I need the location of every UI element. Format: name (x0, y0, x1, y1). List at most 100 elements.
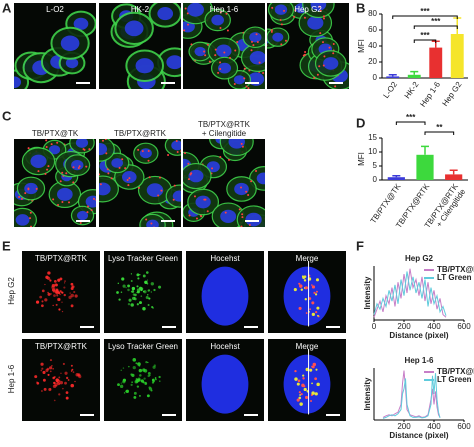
red-signal (229, 57, 231, 59)
significance-label: ** (436, 123, 443, 132)
fluorescent-spot (154, 364, 156, 366)
red-signal (313, 77, 315, 79)
red-signal (243, 77, 245, 79)
x-axis-label: Distance (pixel) (389, 331, 448, 340)
x-tick-label: HK-2 (403, 80, 421, 101)
fluorescent-spot (130, 373, 132, 375)
image-label: + Cilengitide (202, 129, 247, 138)
fluorescent-spot (68, 379, 70, 381)
red-signal (85, 166, 87, 168)
red-signal (61, 201, 63, 203)
red-signal (190, 172, 192, 174)
fluorescent-spot (147, 294, 148, 295)
red-signal (30, 226, 32, 228)
red-signal (351, 88, 353, 90)
red-signal (223, 52, 225, 54)
series-line (374, 269, 446, 318)
fluorescent-spot (50, 371, 52, 373)
x-tick-label: L-O2 (382, 80, 400, 100)
red-signal (95, 199, 97, 201)
fluorescent-spot (53, 294, 56, 297)
colocalized-spot (313, 363, 316, 366)
red-signal (119, 167, 121, 169)
fluorescent-spot (147, 280, 148, 281)
red-signal (45, 139, 47, 141)
red-signal (127, 184, 129, 186)
colocalized-spot (304, 388, 307, 391)
x-tick-label: 400 (427, 422, 441, 431)
fluorescent-spot (151, 390, 153, 392)
colocalized-spot (312, 313, 315, 316)
fluorescent-spot (66, 391, 69, 394)
legend-label: LT Green (437, 273, 472, 282)
red-signal (187, 163, 189, 165)
fluorescent-spot (68, 296, 71, 299)
red-signal (111, 177, 113, 179)
colocalized-spot (310, 400, 312, 402)
fluorescent-spot (128, 299, 131, 302)
red-signal (188, 178, 190, 180)
error-bar (421, 146, 429, 154)
fluorescent-spot (56, 289, 59, 292)
fluorescent-spot (140, 289, 142, 291)
fluorescent-spot (134, 298, 137, 301)
red-signal (219, 156, 221, 158)
fluorescent-spot (53, 382, 55, 384)
y-tick-label: 20 (368, 57, 377, 66)
fluorescent-spot (123, 284, 126, 287)
red-signal (137, 149, 139, 151)
fluorescent-spot (52, 368, 53, 369)
y-axis-label: Intensity (363, 276, 372, 309)
red-signal (100, 183, 102, 185)
red-signal (241, 213, 243, 215)
nucleus (57, 188, 73, 201)
fluorescent-spot (120, 385, 123, 388)
fluorescent-spot (121, 369, 123, 371)
fluorescent-spot (145, 382, 147, 384)
fluorescent-spot (141, 379, 144, 382)
fluorescent-spot (74, 294, 77, 297)
colocalized-spot (302, 275, 304, 277)
red-signal (88, 148, 90, 150)
red-signal (194, 195, 196, 197)
fluorescent-spot (66, 397, 69, 400)
x-tick-label: 0 (372, 322, 377, 331)
micrograph (168, 128, 278, 239)
nucleus (245, 213, 261, 227)
nucleus (250, 51, 266, 65)
red-signal (281, 23, 283, 25)
fluorescent-spot (63, 363, 65, 365)
y-axis-label: Intensity (363, 377, 372, 410)
panel-letter: C (2, 108, 12, 123)
fluorescent-spot (131, 273, 132, 274)
red-signal (184, 152, 186, 154)
colocalized-spot (311, 391, 314, 394)
colocalized-spot (304, 275, 307, 278)
red-signal (197, 0, 199, 1)
fluorescent-spot (47, 368, 50, 371)
red-signal (207, 44, 209, 46)
red-signal (187, 24, 189, 26)
fluorescent-spot (70, 292, 71, 293)
nucleus (211, 15, 224, 26)
colocalized-spot (298, 380, 301, 383)
red-signal (159, 177, 161, 179)
colocalized-spot (302, 377, 304, 379)
fluorescent-spot (34, 375, 37, 378)
fluorescent-spot (61, 302, 62, 303)
micrograph (268, 339, 346, 421)
fluorescent-spot (131, 384, 133, 386)
red-signal (93, 198, 95, 200)
nucleus (216, 45, 231, 58)
red-signal (207, 210, 209, 212)
fluorescent-spot (127, 289, 130, 292)
x-tick-label: 600 (457, 322, 471, 331)
fluorescent-spot (137, 291, 138, 292)
fluorescent-spot (146, 271, 149, 274)
fluorescent-spot (151, 291, 152, 292)
red-signal (241, 216, 243, 218)
x-tick-label: Hep G2 (440, 80, 464, 108)
fluorescent-spot (41, 368, 43, 370)
red-signal (329, 47, 331, 49)
